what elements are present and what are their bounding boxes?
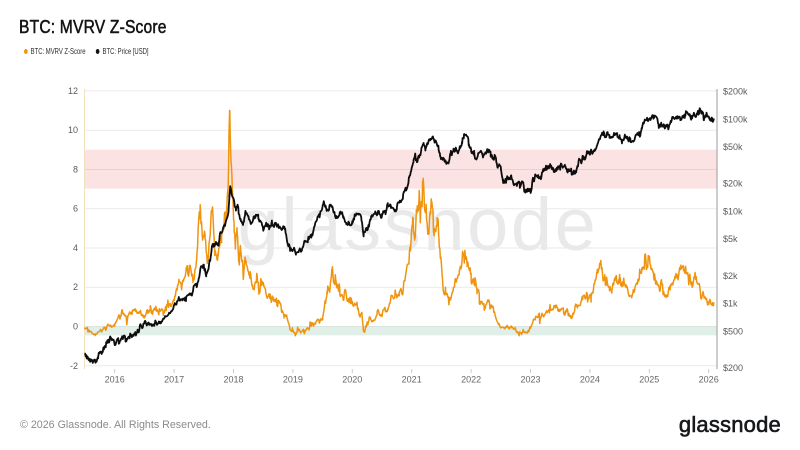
svg-text:$500: $500 (723, 326, 743, 336)
svg-text:2018: 2018 (223, 374, 243, 384)
svg-text:$1k: $1k (723, 299, 738, 309)
svg-text:2020: 2020 (342, 374, 362, 384)
svg-text:$5k: $5k (723, 234, 738, 244)
svg-text:2017: 2017 (164, 374, 184, 384)
svg-text:4: 4 (73, 243, 78, 253)
svg-text:$100k: $100k (723, 114, 748, 124)
svg-text:2: 2 (73, 282, 78, 292)
svg-text:2024: 2024 (580, 374, 600, 384)
svg-text:2022: 2022 (461, 374, 481, 384)
svg-text:$2k: $2k (723, 271, 738, 281)
svg-text:$200k: $200k (723, 87, 748, 97)
svg-text:$10k: $10k (723, 207, 743, 217)
svg-text:$20k: $20k (723, 179, 743, 189)
svg-text:2016: 2016 (105, 374, 125, 384)
svg-text:$50k: $50k (723, 142, 743, 152)
svg-text:0: 0 (73, 322, 78, 332)
svg-text:2021: 2021 (402, 374, 422, 384)
svg-text:-2: -2 (70, 361, 78, 371)
svg-text:$200: $200 (723, 363, 743, 373)
svg-text:2025: 2025 (639, 374, 659, 384)
svg-text:8: 8 (73, 165, 78, 175)
svg-text:2023: 2023 (520, 374, 540, 384)
svg-text:6: 6 (73, 204, 78, 214)
svg-text:2019: 2019 (283, 374, 303, 384)
svg-text:12: 12 (68, 86, 78, 96)
svg-text:glassnode: glassnode (238, 183, 599, 266)
svg-text:2026: 2026 (699, 374, 719, 384)
svg-text:10: 10 (68, 125, 78, 135)
